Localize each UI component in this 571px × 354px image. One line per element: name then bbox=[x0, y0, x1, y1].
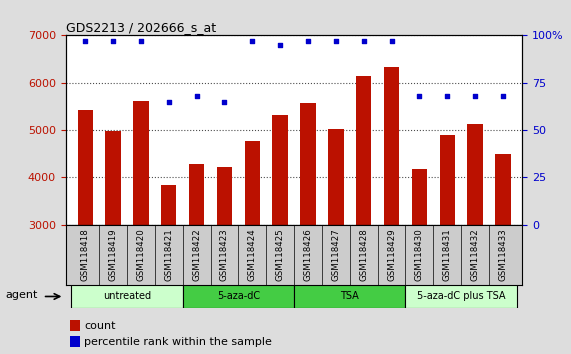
Text: GSM118428: GSM118428 bbox=[359, 228, 368, 281]
Text: GSM118422: GSM118422 bbox=[192, 228, 201, 281]
Point bbox=[276, 42, 285, 48]
Bar bbox=[133, 101, 148, 225]
Point bbox=[108, 38, 118, 44]
Point bbox=[415, 93, 424, 99]
Bar bbox=[70, 320, 81, 331]
Text: GSM118432: GSM118432 bbox=[471, 228, 480, 281]
Text: GDS2213 / 202666_s_at: GDS2213 / 202666_s_at bbox=[66, 21, 216, 34]
Point bbox=[498, 93, 508, 99]
Point bbox=[81, 38, 90, 44]
Bar bbox=[183, 285, 294, 308]
Point bbox=[471, 93, 480, 99]
Point bbox=[248, 38, 257, 44]
Point bbox=[303, 38, 312, 44]
Point bbox=[192, 93, 201, 99]
Bar bbox=[300, 103, 316, 225]
Point bbox=[220, 99, 229, 104]
Text: percentile rank within the sample: percentile rank within the sample bbox=[84, 337, 272, 347]
Text: GSM118425: GSM118425 bbox=[276, 228, 284, 281]
Text: GSM118423: GSM118423 bbox=[220, 228, 229, 281]
Point bbox=[136, 38, 146, 44]
Text: GSM118421: GSM118421 bbox=[164, 228, 173, 281]
Text: agent: agent bbox=[5, 290, 38, 300]
Point bbox=[387, 38, 396, 44]
Bar bbox=[405, 285, 517, 308]
Bar bbox=[440, 135, 455, 225]
Bar bbox=[106, 131, 120, 225]
Text: untreated: untreated bbox=[103, 291, 151, 302]
Point bbox=[331, 38, 340, 44]
Text: 5-aza-dC plus TSA: 5-aza-dC plus TSA bbox=[417, 291, 505, 302]
Bar bbox=[468, 124, 482, 225]
Bar bbox=[70, 336, 81, 347]
Point bbox=[443, 93, 452, 99]
Bar bbox=[412, 170, 427, 225]
Text: count: count bbox=[84, 321, 115, 331]
Text: GSM118427: GSM118427 bbox=[331, 228, 340, 281]
Bar bbox=[161, 184, 176, 225]
Bar bbox=[294, 285, 405, 308]
Text: GSM118426: GSM118426 bbox=[304, 228, 312, 281]
Bar bbox=[71, 285, 183, 308]
Text: GSM118433: GSM118433 bbox=[498, 228, 508, 281]
Bar bbox=[272, 115, 288, 225]
Text: GSM118419: GSM118419 bbox=[108, 228, 118, 281]
Bar bbox=[495, 154, 510, 225]
Bar bbox=[328, 129, 344, 225]
Text: GSM118430: GSM118430 bbox=[415, 228, 424, 281]
Text: GSM118424: GSM118424 bbox=[248, 228, 257, 281]
Bar bbox=[244, 142, 260, 225]
Text: GSM118429: GSM118429 bbox=[387, 228, 396, 281]
Point bbox=[164, 99, 173, 104]
Text: GSM118431: GSM118431 bbox=[443, 228, 452, 281]
Text: GSM118418: GSM118418 bbox=[81, 228, 90, 281]
Text: GSM118420: GSM118420 bbox=[136, 228, 146, 281]
Bar bbox=[217, 167, 232, 225]
Bar bbox=[189, 164, 204, 225]
Bar bbox=[78, 110, 93, 225]
Point bbox=[359, 38, 368, 44]
Bar bbox=[384, 67, 399, 225]
Bar bbox=[356, 76, 371, 225]
Text: TSA: TSA bbox=[340, 291, 359, 302]
Text: 5-aza-dC: 5-aza-dC bbox=[217, 291, 260, 302]
